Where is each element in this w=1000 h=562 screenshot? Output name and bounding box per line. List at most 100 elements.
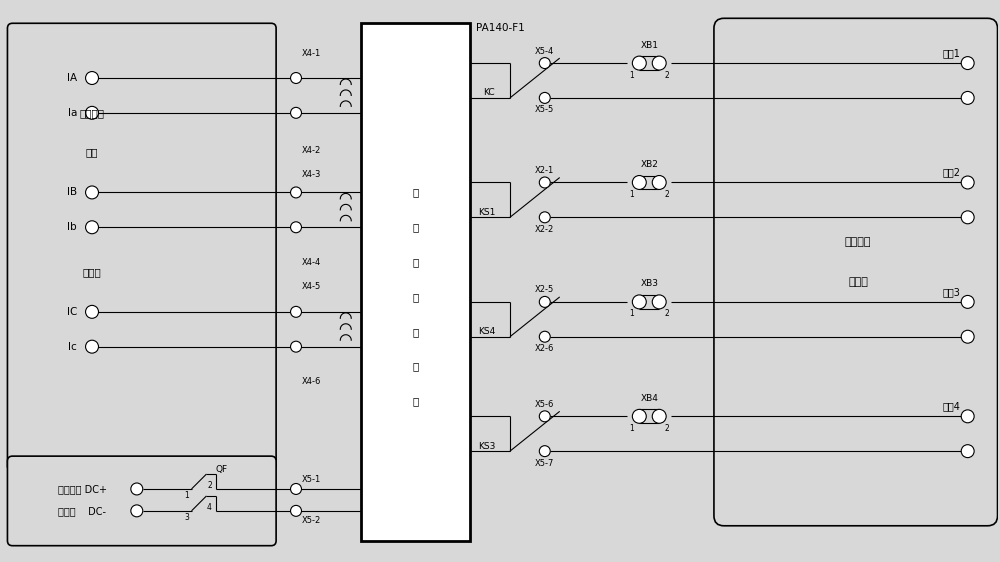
- Text: 跳闸4: 跳闸4: [943, 401, 961, 411]
- Text: Ia: Ia: [68, 108, 77, 118]
- Text: X5-4: X5-4: [535, 47, 554, 56]
- Text: 1: 1: [184, 491, 189, 500]
- Text: 接线柱: 接线柱: [83, 267, 101, 277]
- Text: X2-5: X2-5: [535, 285, 554, 294]
- Circle shape: [539, 296, 550, 307]
- Text: X4-5: X4-5: [301, 283, 321, 292]
- Text: X4-1: X4-1: [301, 49, 321, 58]
- Circle shape: [291, 107, 301, 119]
- Circle shape: [652, 295, 666, 309]
- Circle shape: [539, 92, 550, 103]
- Circle shape: [539, 411, 550, 422]
- Text: 字: 字: [412, 292, 419, 302]
- Circle shape: [291, 72, 301, 84]
- Circle shape: [131, 505, 143, 517]
- Circle shape: [961, 445, 974, 457]
- Text: 跳闸输出: 跳闸输出: [845, 237, 871, 247]
- Text: X4-3: X4-3: [301, 170, 321, 179]
- Text: KS3: KS3: [478, 442, 495, 451]
- Text: 直流电源 DC+: 直流电源 DC+: [58, 484, 107, 494]
- FancyBboxPatch shape: [7, 456, 276, 546]
- Circle shape: [86, 305, 98, 318]
- Text: 4: 4: [207, 504, 212, 513]
- Text: 2: 2: [207, 482, 212, 491]
- Text: 三相电流: 三相电流: [80, 108, 105, 118]
- Text: KS4: KS4: [478, 327, 495, 336]
- Text: 2: 2: [665, 309, 670, 318]
- Text: X4-6: X4-6: [301, 377, 321, 386]
- Bar: [361, 23, 470, 541]
- Circle shape: [652, 409, 666, 423]
- Text: 合: 合: [412, 222, 419, 232]
- Text: 器: 器: [412, 396, 419, 406]
- Circle shape: [961, 330, 974, 343]
- Text: X5-6: X5-6: [535, 400, 554, 409]
- Text: 继: 继: [412, 327, 419, 337]
- Circle shape: [86, 221, 98, 234]
- Text: 跳闸3: 跳闸3: [943, 287, 961, 297]
- Circle shape: [539, 177, 550, 188]
- Text: 2: 2: [665, 424, 670, 433]
- Circle shape: [291, 483, 301, 495]
- Text: X4-2: X4-2: [301, 146, 321, 155]
- Text: 1: 1: [629, 424, 634, 433]
- Circle shape: [961, 410, 974, 423]
- Circle shape: [291, 306, 301, 318]
- Circle shape: [961, 211, 974, 224]
- Circle shape: [961, 296, 974, 309]
- Text: XB3: XB3: [640, 279, 658, 288]
- Text: 1: 1: [629, 190, 634, 199]
- Text: 2: 2: [665, 70, 670, 80]
- Circle shape: [86, 106, 98, 119]
- Circle shape: [291, 187, 301, 198]
- Circle shape: [86, 186, 98, 199]
- Text: 1: 1: [629, 309, 634, 318]
- Circle shape: [131, 483, 143, 495]
- Text: 跳闸1: 跳闸1: [943, 48, 961, 58]
- Text: XB2: XB2: [640, 160, 658, 169]
- Circle shape: [291, 505, 301, 516]
- Text: Ib: Ib: [67, 222, 77, 232]
- Text: 电: 电: [412, 361, 419, 371]
- Text: IC: IC: [67, 307, 77, 317]
- Circle shape: [961, 57, 974, 70]
- Text: X5-5: X5-5: [535, 105, 554, 114]
- Text: 接线柱    DC-: 接线柱 DC-: [58, 506, 106, 516]
- Circle shape: [632, 409, 646, 423]
- Text: IA: IA: [67, 73, 77, 83]
- Text: 接线柱: 接线柱: [848, 277, 868, 287]
- Text: X5-7: X5-7: [535, 459, 554, 468]
- Text: PA140-F1: PA140-F1: [476, 23, 525, 33]
- Circle shape: [86, 71, 98, 84]
- Circle shape: [961, 176, 974, 189]
- Text: KC: KC: [483, 88, 495, 97]
- Text: 跳闸2: 跳闸2: [943, 167, 961, 178]
- Text: Ic: Ic: [68, 342, 77, 352]
- Circle shape: [86, 340, 98, 353]
- Circle shape: [632, 295, 646, 309]
- Circle shape: [652, 175, 666, 189]
- Text: X5-2: X5-2: [301, 516, 321, 525]
- Text: 3: 3: [184, 513, 189, 522]
- Text: X2-6: X2-6: [535, 344, 554, 353]
- Text: X4-4: X4-4: [301, 257, 321, 266]
- Circle shape: [632, 175, 646, 189]
- Text: KS1: KS1: [478, 208, 495, 217]
- Text: XB1: XB1: [640, 40, 658, 49]
- Circle shape: [291, 341, 301, 352]
- Circle shape: [961, 92, 974, 105]
- FancyBboxPatch shape: [714, 19, 998, 526]
- Circle shape: [539, 212, 550, 223]
- Text: 综: 综: [412, 188, 419, 197]
- Text: 2: 2: [665, 190, 670, 199]
- FancyBboxPatch shape: [7, 23, 276, 471]
- Circle shape: [652, 56, 666, 70]
- Text: QF: QF: [215, 465, 227, 474]
- Text: X5-1: X5-1: [301, 474, 321, 483]
- Circle shape: [539, 446, 550, 457]
- Text: 数: 数: [412, 257, 419, 267]
- Text: X2-2: X2-2: [535, 225, 554, 234]
- Text: 输入: 输入: [86, 148, 98, 157]
- Circle shape: [291, 222, 301, 233]
- Text: X2-1: X2-1: [535, 166, 554, 175]
